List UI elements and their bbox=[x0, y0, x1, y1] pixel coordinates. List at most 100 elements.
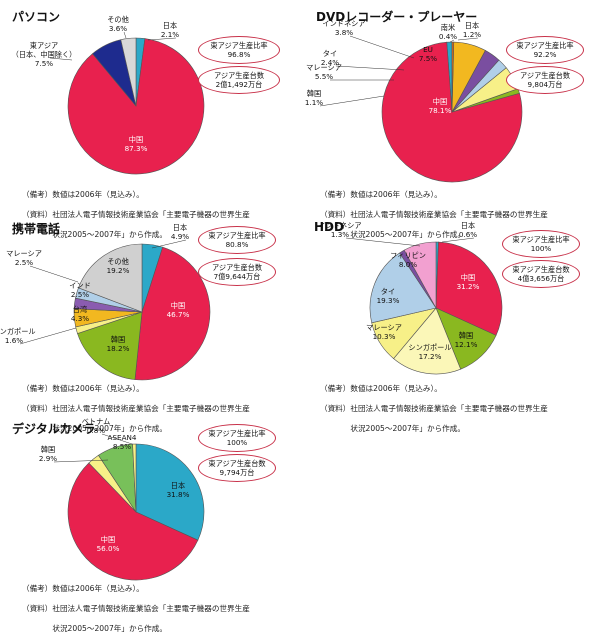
slice-label: 日本4.9% bbox=[151, 223, 189, 249]
amount-value: 2億1,492万台 bbox=[215, 80, 263, 89]
slice-label: 南米0.4% bbox=[439, 23, 457, 43]
slice-label: 日本0.6% bbox=[441, 221, 477, 243]
svg-text:韓国: 韓国 bbox=[111, 335, 125, 344]
note-biko: （備考）数値は2006年（見込み）。 bbox=[320, 384, 442, 393]
chart-panel-hdd: HDD 日本 0.6% 中国 31.2% 韓国 12.1% シンガポール 17.2% マレーシア… bbox=[300, 212, 600, 433]
ratio-label: 東アジア生産比率 bbox=[210, 41, 268, 50]
chart-title: DVDレコーダー・プレーヤー bbox=[316, 10, 478, 24]
slice-label: 韓国2.9% bbox=[39, 445, 109, 463]
ratio-label: 東アジア生産比率 bbox=[208, 231, 266, 240]
svg-text:タイ: タイ bbox=[381, 287, 395, 296]
svg-text:1.3%: 1.3% bbox=[331, 230, 349, 239]
pie-slice bbox=[369, 252, 437, 324]
ratio-bubble: 東アジア生産比率 80.8% bbox=[198, 226, 276, 254]
amount-value: 9,804万台 bbox=[527, 80, 563, 89]
note-shiryo: （資料）社団法人電子情報技術産業協会「主要電子機器の世界生産 bbox=[22, 404, 250, 413]
slice-label: EU7.5% bbox=[419, 45, 437, 63]
svg-text:87.3%: 87.3% bbox=[125, 144, 148, 153]
svg-text:12.1%: 12.1% bbox=[455, 340, 478, 349]
slice-label: 台湾4.3% bbox=[71, 305, 89, 323]
svg-text:10.3%: 10.3% bbox=[373, 332, 396, 341]
amount-value: 7億9,644万台 bbox=[213, 272, 261, 281]
svg-text:8.0%: 8.0% bbox=[399, 260, 417, 269]
pie-slice bbox=[67, 38, 205, 175]
amount-bubble: アジア生産台数 7億9,644万台 bbox=[198, 258, 276, 286]
svg-text:2.4%: 2.4% bbox=[321, 58, 339, 67]
source-note: （備考）数値は2006年（見込み）。 （資料）社団法人電子情報技術産業協会「主要… bbox=[320, 180, 548, 250]
svg-text:マレーシア: マレーシア bbox=[306, 63, 342, 72]
svg-text:56.0%: 56.0% bbox=[97, 544, 120, 553]
svg-text:0.4%: 0.4% bbox=[439, 32, 457, 41]
pie-slice bbox=[393, 307, 462, 375]
note-shiryo: （資料）社団法人電子情報技術産業協会「主要電子機器の世界生産 bbox=[22, 604, 250, 613]
svg-text:日本: 日本 bbox=[465, 21, 479, 30]
amount-label: アジア生産台数 bbox=[211, 263, 263, 272]
svg-text:（日本、中国除く）: （日本、中国除く） bbox=[12, 50, 77, 59]
amount-label: アジア生産台数 bbox=[213, 71, 265, 80]
svg-text:中国: 中国 bbox=[101, 535, 115, 544]
chart-panel-pc: パソコン 日本 2.1% 中国 87.3% 東アジア （日本、中国除く） 7.5% その他 3.… bbox=[0, 0, 300, 239]
amount-value: 9,794万台 bbox=[219, 468, 255, 477]
svg-text:インドネシア: インドネシア bbox=[322, 19, 365, 28]
pie-slice bbox=[403, 241, 437, 309]
pie-slice bbox=[77, 311, 143, 380]
chart-title: パソコン bbox=[12, 10, 61, 24]
svg-text:中国: 中国 bbox=[129, 135, 143, 144]
svg-text:その他: その他 bbox=[107, 257, 129, 266]
svg-text:インド: インド bbox=[69, 281, 91, 290]
svg-text:中国: 中国 bbox=[461, 273, 475, 282]
chart-title: HDD bbox=[314, 220, 344, 234]
amount-label: 東アジア生産台数 bbox=[512, 265, 570, 274]
pie-chart-hdd: 日本0.6%中国31.2%韓国12.1%シンガポール17.2%マレーシア10.3… bbox=[318, 221, 503, 375]
svg-text:46.7%: 46.7% bbox=[167, 310, 190, 319]
amount-bubble: 東アジア生産台数 4億3,656万台 bbox=[502, 260, 580, 288]
note-shiryo2: 状況2005〜2007年」から作成。 bbox=[22, 624, 167, 633]
svg-text:韓国: 韓国 bbox=[459, 331, 473, 340]
svg-text:8.5%: 8.5% bbox=[113, 442, 131, 451]
svg-text:0.6%: 0.6% bbox=[459, 230, 477, 239]
ratio-bubble: 東アジア生産比率 96.8% bbox=[198, 36, 280, 64]
svg-text:78.1%: 78.1% bbox=[429, 106, 452, 115]
ratio-value: 100% bbox=[226, 438, 248, 447]
svg-text:日本: 日本 bbox=[173, 223, 187, 232]
note-biko: （備考）数値は2006年（見込み）。 bbox=[320, 190, 442, 199]
ratio-label: 東アジア生産比率 bbox=[512, 235, 570, 244]
amount-value: 4億3,656万台 bbox=[517, 274, 565, 283]
chart-title: 携帯電話 bbox=[12, 222, 61, 236]
svg-text:4.3%: 4.3% bbox=[71, 314, 89, 323]
slice-label: タイ2.4% bbox=[321, 49, 405, 71]
svg-text:シンガポール: シンガポール bbox=[0, 327, 36, 336]
pie-slice bbox=[67, 462, 199, 581]
pie-chart-dvd: 日本1.2%中国78.1%韓国1.1%マレーシア5.5%タイ2.4%インドネシア… bbox=[305, 19, 523, 183]
svg-text:17.2%: 17.2% bbox=[419, 352, 442, 361]
svg-text:タイ: タイ bbox=[323, 49, 337, 58]
svg-text:マレーシア: マレーシア bbox=[6, 249, 42, 258]
amount-label: 東アジア生産台数 bbox=[208, 459, 266, 468]
slice-label: 日本2.1% bbox=[147, 21, 179, 41]
svg-text:19.2%: 19.2% bbox=[107, 266, 130, 275]
svg-text:日本: 日本 bbox=[163, 21, 177, 30]
ratio-value: 92.2% bbox=[533, 50, 557, 59]
slice-label: 韓国1.1% bbox=[305, 89, 385, 107]
svg-text:EU: EU bbox=[423, 45, 433, 54]
source-note: （備考）数値は2006年（見込み）。 （資料）社団法人電子情報技術産業協会「主要… bbox=[22, 374, 250, 444]
svg-text:0.8%: 0.8% bbox=[87, 426, 105, 435]
svg-text:東アジア: 東アジア bbox=[30, 41, 58, 50]
svg-text:フィリピン: フィリピン bbox=[390, 251, 426, 260]
pie-slice bbox=[78, 243, 143, 313]
slice-label: 東アジア（日本、中国除く）7.5% bbox=[12, 41, 77, 68]
svg-text:インドネシア: インドネシア bbox=[318, 221, 361, 230]
chart-title: デジタルカメラ bbox=[12, 422, 96, 436]
